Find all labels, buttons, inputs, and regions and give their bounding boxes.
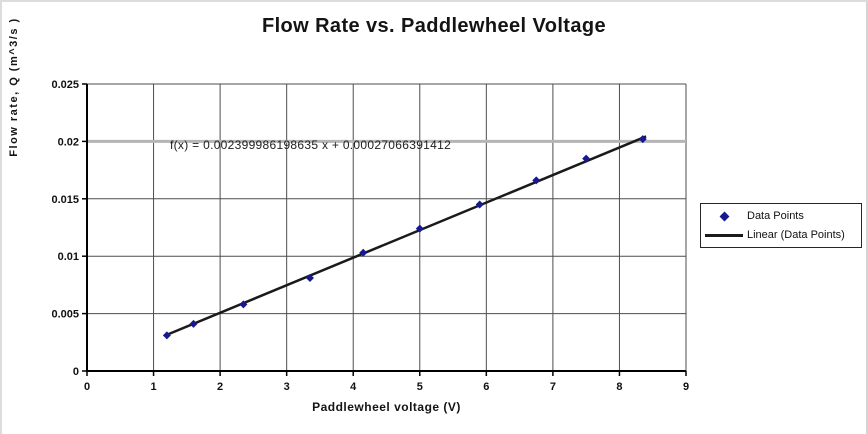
y-tick-label: 0 xyxy=(73,366,79,378)
data-point xyxy=(415,224,424,233)
legend: Data Points Linear (Data Points) xyxy=(700,203,862,248)
y-tick-label: 0.005 xyxy=(51,309,79,321)
data-point xyxy=(189,319,198,328)
data-point xyxy=(359,248,368,257)
trendline-marker-icon xyxy=(705,233,743,237)
x-tick-label: 8 xyxy=(616,381,622,393)
x-tick-label: 1 xyxy=(150,381,156,393)
trend-line xyxy=(164,135,647,337)
x-tick-label: 6 xyxy=(483,381,489,393)
x-tick-label: 2 xyxy=(217,381,223,393)
x-tick-label: 9 xyxy=(683,381,689,393)
diamond-marker-icon xyxy=(719,211,729,221)
x-axis-title: Paddlewheel voltage (V) xyxy=(312,400,461,414)
legend-label-linear: Linear (Data Points) xyxy=(747,229,845,241)
legend-item-linear: Linear (Data Points) xyxy=(701,227,861,243)
data-point xyxy=(582,154,591,163)
y-tick-label: 0.01 xyxy=(58,251,79,263)
x-tick-label: 0 xyxy=(84,381,90,393)
x-tick-label: 4 xyxy=(350,381,357,393)
data-point xyxy=(162,331,171,340)
trendline-equation: f(x) = 0.002399986198635 x + 0.000270663… xyxy=(170,138,452,152)
legend-item-data-points: Data Points xyxy=(701,208,861,224)
x-tick-label: 3 xyxy=(284,381,290,393)
data-point xyxy=(305,274,314,283)
y-tick-label: 0.015 xyxy=(51,194,79,206)
x-tick-label: 7 xyxy=(550,381,556,393)
data-point xyxy=(532,176,541,185)
data-point xyxy=(239,300,248,309)
chart-title: Flow Rate vs. Paddlewheel Voltage xyxy=(261,15,607,37)
x-tick-label: 5 xyxy=(417,381,423,393)
y-tick-label: 0.025 xyxy=(51,79,79,91)
y-tick-label: 0.02 xyxy=(58,136,79,148)
data-point xyxy=(638,135,647,144)
legend-label-data-points: Data Points xyxy=(747,210,804,222)
data-point xyxy=(475,200,484,209)
